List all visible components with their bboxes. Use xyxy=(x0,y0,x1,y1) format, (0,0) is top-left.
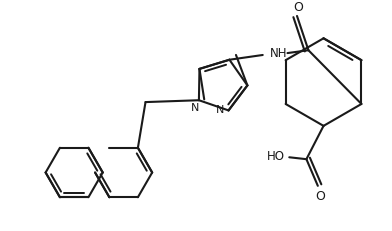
Text: O: O xyxy=(293,1,303,14)
Text: O: O xyxy=(315,189,325,202)
Text: N: N xyxy=(191,102,199,112)
Text: N: N xyxy=(216,104,224,114)
Text: HO: HO xyxy=(267,149,285,162)
Text: NH: NH xyxy=(270,46,288,59)
